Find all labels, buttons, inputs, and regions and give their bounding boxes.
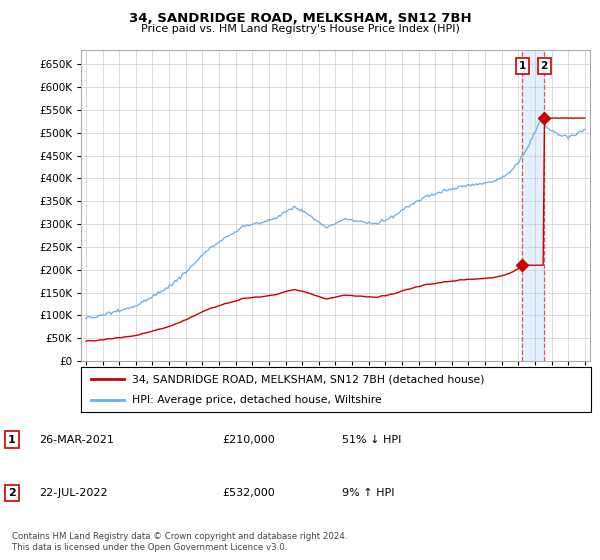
Text: £532,000: £532,000 xyxy=(222,488,275,498)
Text: HPI: Average price, detached house, Wiltshire: HPI: Average price, detached house, Wilt… xyxy=(132,395,382,405)
Text: 9% ↑ HPI: 9% ↑ HPI xyxy=(342,488,395,498)
Text: 26-MAR-2021: 26-MAR-2021 xyxy=(39,435,114,445)
Text: Contains HM Land Registry data © Crown copyright and database right 2024.
This d: Contains HM Land Registry data © Crown c… xyxy=(12,532,347,552)
Bar xyxy=(522,50,544,361)
Text: 34, SANDRIDGE ROAD, MELKSHAM, SN12 7BH: 34, SANDRIDGE ROAD, MELKSHAM, SN12 7BH xyxy=(128,12,472,25)
Text: £210,000: £210,000 xyxy=(222,435,275,445)
Text: 51% ↓ HPI: 51% ↓ HPI xyxy=(342,435,401,445)
Text: 2: 2 xyxy=(8,488,16,498)
Text: 34, SANDRIDGE ROAD, MELKSHAM, SN12 7BH (detached house): 34, SANDRIDGE ROAD, MELKSHAM, SN12 7BH (… xyxy=(132,374,485,384)
Text: 2: 2 xyxy=(541,62,548,71)
Text: 22-JUL-2022: 22-JUL-2022 xyxy=(39,488,107,498)
Text: 1: 1 xyxy=(518,62,526,71)
Text: Price paid vs. HM Land Registry's House Price Index (HPI): Price paid vs. HM Land Registry's House … xyxy=(140,24,460,34)
Text: 1: 1 xyxy=(8,435,16,445)
